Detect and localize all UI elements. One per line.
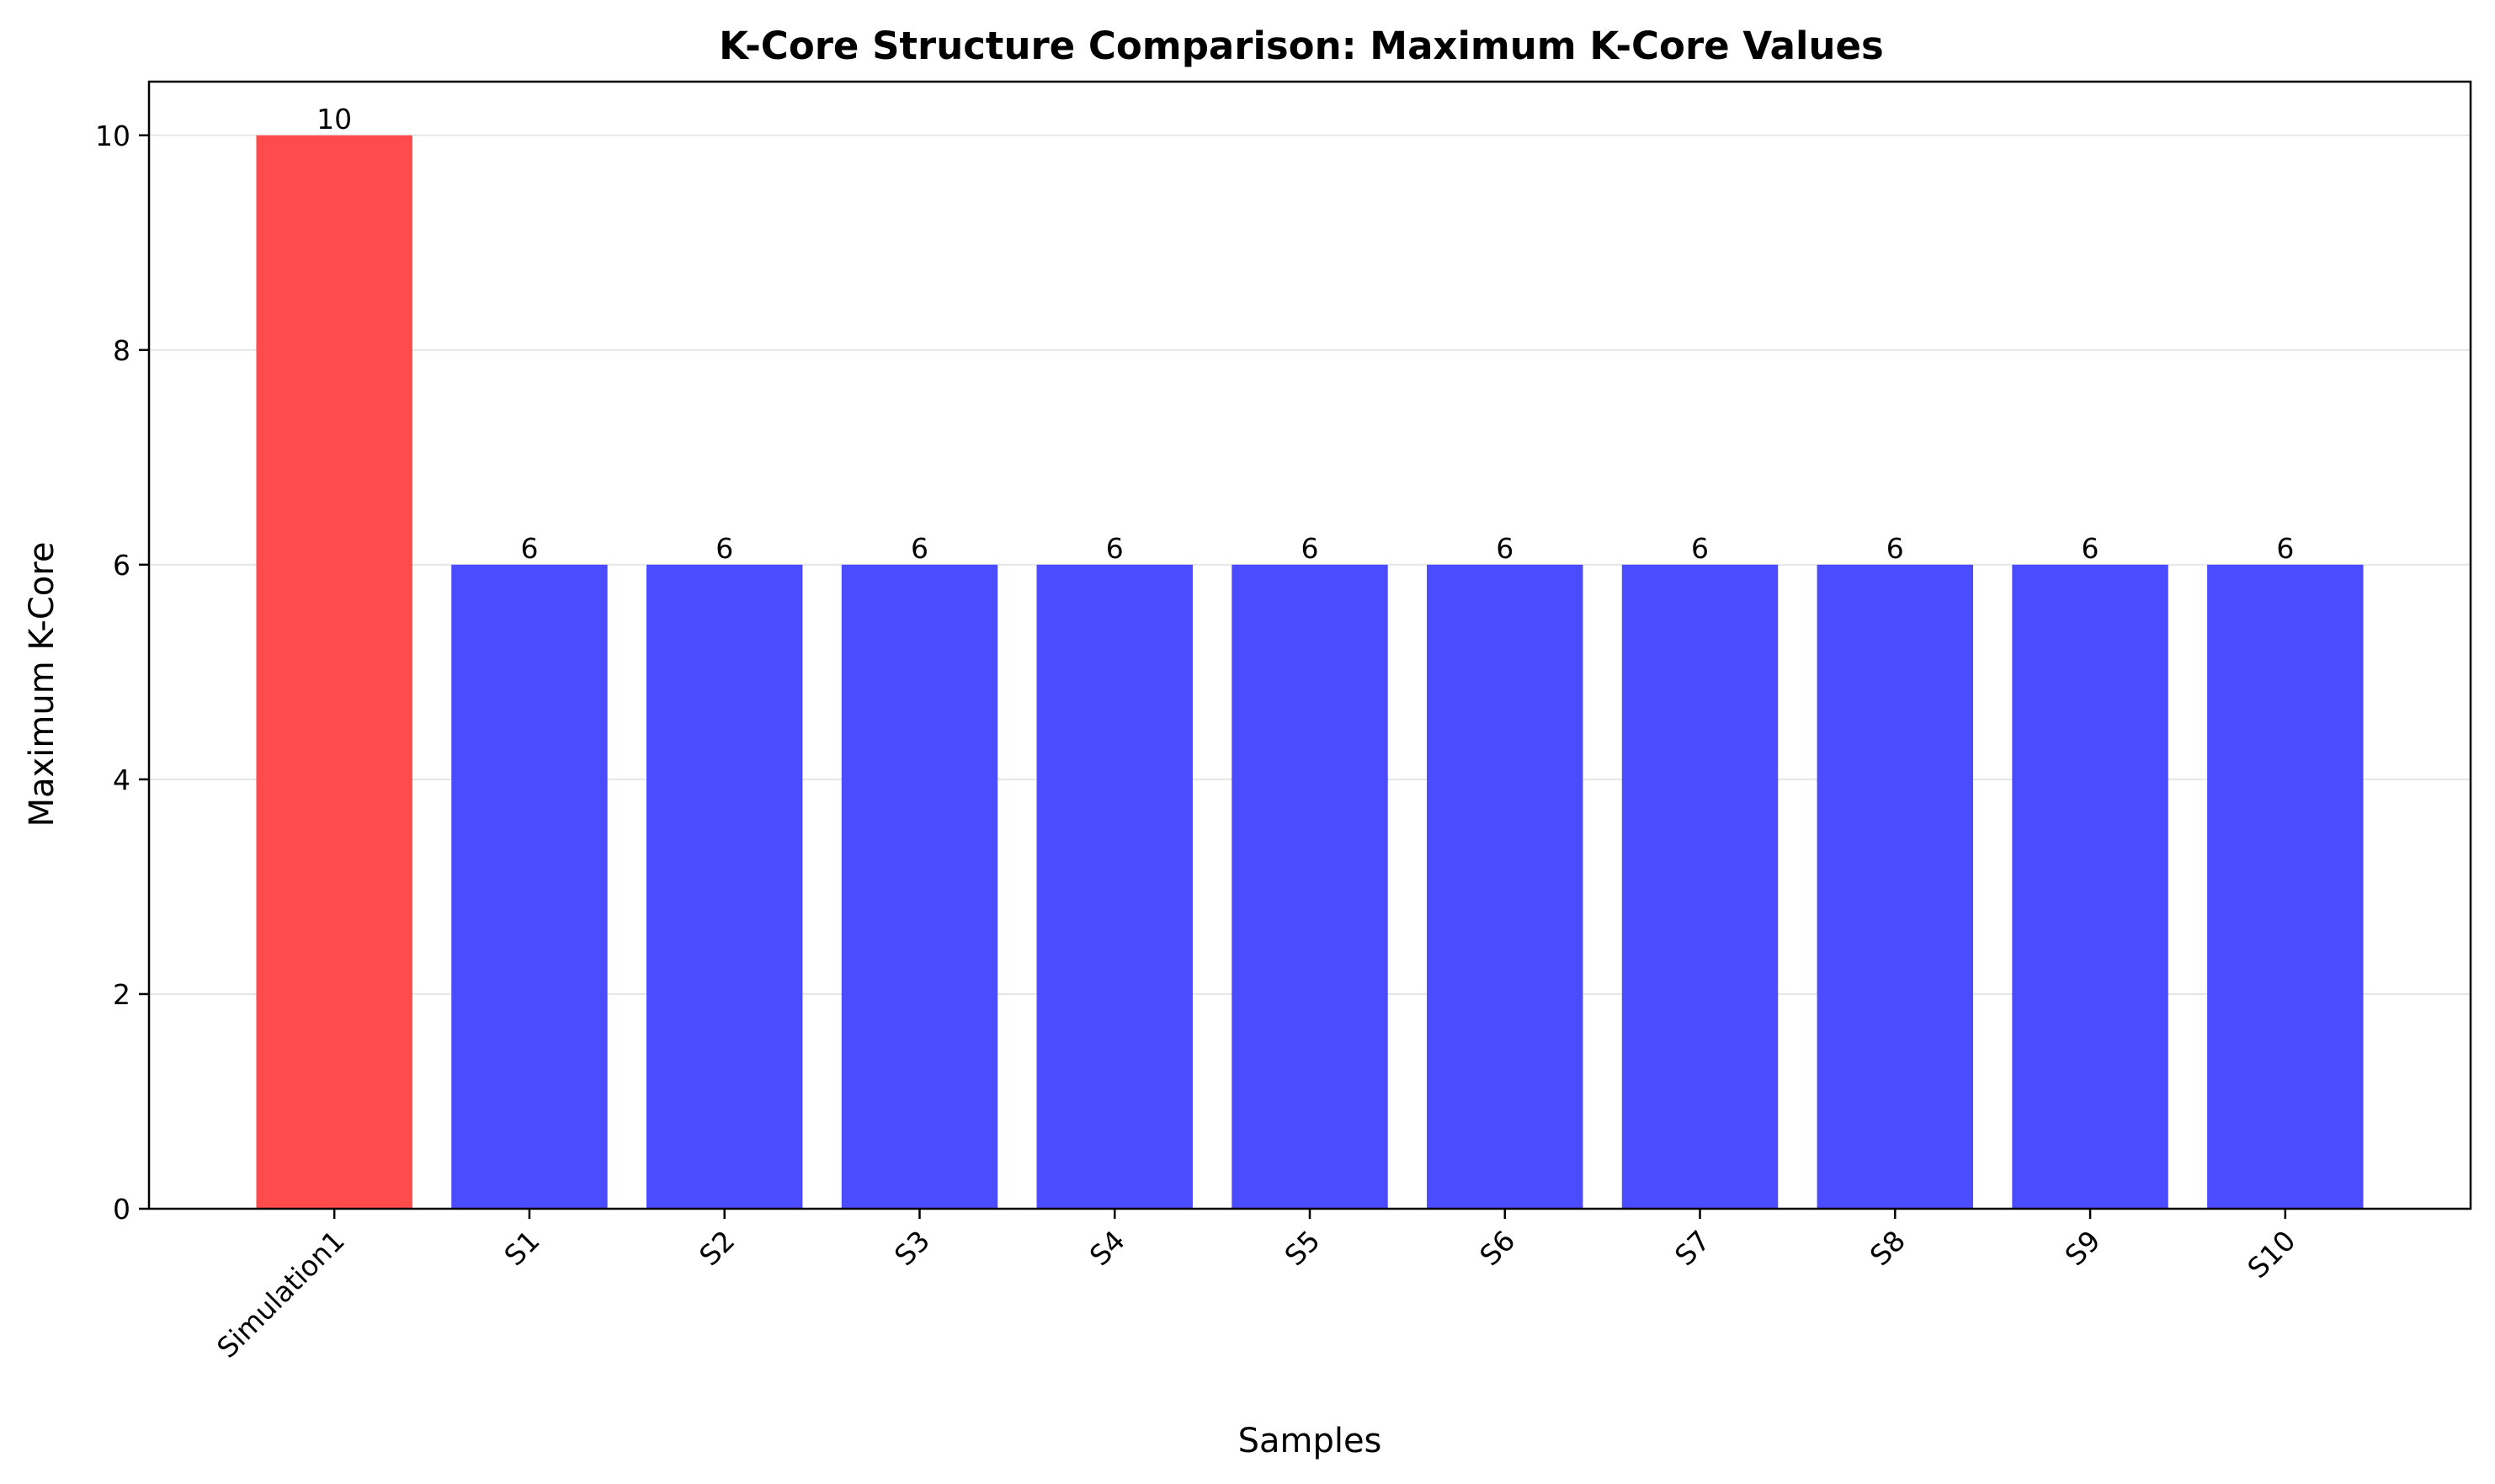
data-label: 6	[520, 532, 538, 565]
bar-simulation1	[256, 135, 412, 1209]
x-tick-label: S7	[1668, 1224, 1716, 1272]
x-tick-label: S1	[497, 1224, 545, 1272]
y-tick-label: 0	[113, 1193, 130, 1226]
y-tick-label: 8	[113, 334, 130, 367]
x-tick-label: S3	[888, 1224, 936, 1272]
bar-s4	[1036, 564, 1193, 1209]
data-label: 6	[1886, 532, 1904, 565]
y-tick-label: 2	[113, 978, 130, 1011]
data-label: 6	[1301, 532, 1319, 565]
data-label: 6	[911, 532, 928, 565]
x-tick-label: Simulation1	[210, 1224, 351, 1364]
x-tick-label: S9	[2058, 1224, 2106, 1272]
x-tick-label: S8	[1864, 1224, 1912, 1272]
y-tick-label: 10	[95, 120, 130, 152]
y-tick-label: 4	[113, 763, 130, 796]
chart-title: K-Core Structure Comparison: Maximum K-C…	[719, 24, 1884, 68]
x-tick-label: S5	[1278, 1224, 1326, 1272]
bars	[256, 135, 2364, 1209]
data-label: 6	[1106, 532, 1124, 565]
x-tick-label: S2	[693, 1224, 741, 1272]
data-label: 6	[1496, 532, 1513, 565]
bar-s1	[451, 564, 608, 1209]
bar-s3	[841, 564, 998, 1209]
data-label: 6	[716, 532, 733, 565]
bar-s7	[1621, 564, 1779, 1209]
x-tick-label: S6	[1473, 1224, 1521, 1272]
y-axis-ticks: 0 2 4 6 8 10	[95, 120, 149, 1226]
data-label: 6	[2276, 532, 2294, 565]
bar-s10	[2207, 564, 2364, 1209]
x-axis-ticks: Simulation1 S1 S2 S3 S4 S5 S6 S7 S8 S9 S10	[210, 1209, 2301, 1364]
x-axis-label: Samples	[1238, 1422, 1382, 1460]
bar-s6	[1427, 564, 1583, 1209]
data-labels: 10 6 6 6 6 6 6 6 6 6 6	[317, 103, 2294, 565]
data-label: 6	[2082, 532, 2099, 565]
bar-s2	[646, 564, 803, 1209]
bar-s9	[2012, 564, 2168, 1209]
x-tick-label: S4	[1083, 1224, 1131, 1272]
bar-s8	[1817, 564, 1973, 1209]
bar-s5	[1232, 564, 1388, 1209]
x-tick-label: S10	[2241, 1224, 2301, 1285]
data-label: 6	[1691, 532, 1709, 565]
data-label: 10	[317, 103, 352, 136]
y-tick-label: 6	[113, 549, 130, 582]
y-axis-label: Maximum K-Core	[23, 542, 61, 827]
